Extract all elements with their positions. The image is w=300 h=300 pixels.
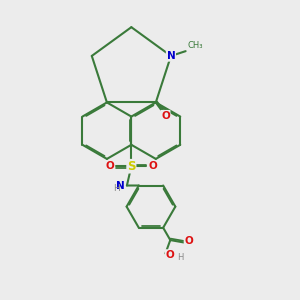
Text: S: S bbox=[127, 160, 136, 173]
Text: O: O bbox=[161, 111, 170, 121]
Text: H: H bbox=[177, 254, 183, 262]
Text: N: N bbox=[167, 51, 175, 61]
Text: O: O bbox=[148, 161, 157, 171]
Text: N: N bbox=[116, 181, 124, 190]
Text: O: O bbox=[106, 161, 114, 171]
Text: O: O bbox=[184, 236, 193, 246]
Text: H: H bbox=[113, 184, 120, 193]
Text: CH₃: CH₃ bbox=[187, 41, 202, 50]
Text: O: O bbox=[166, 250, 174, 260]
